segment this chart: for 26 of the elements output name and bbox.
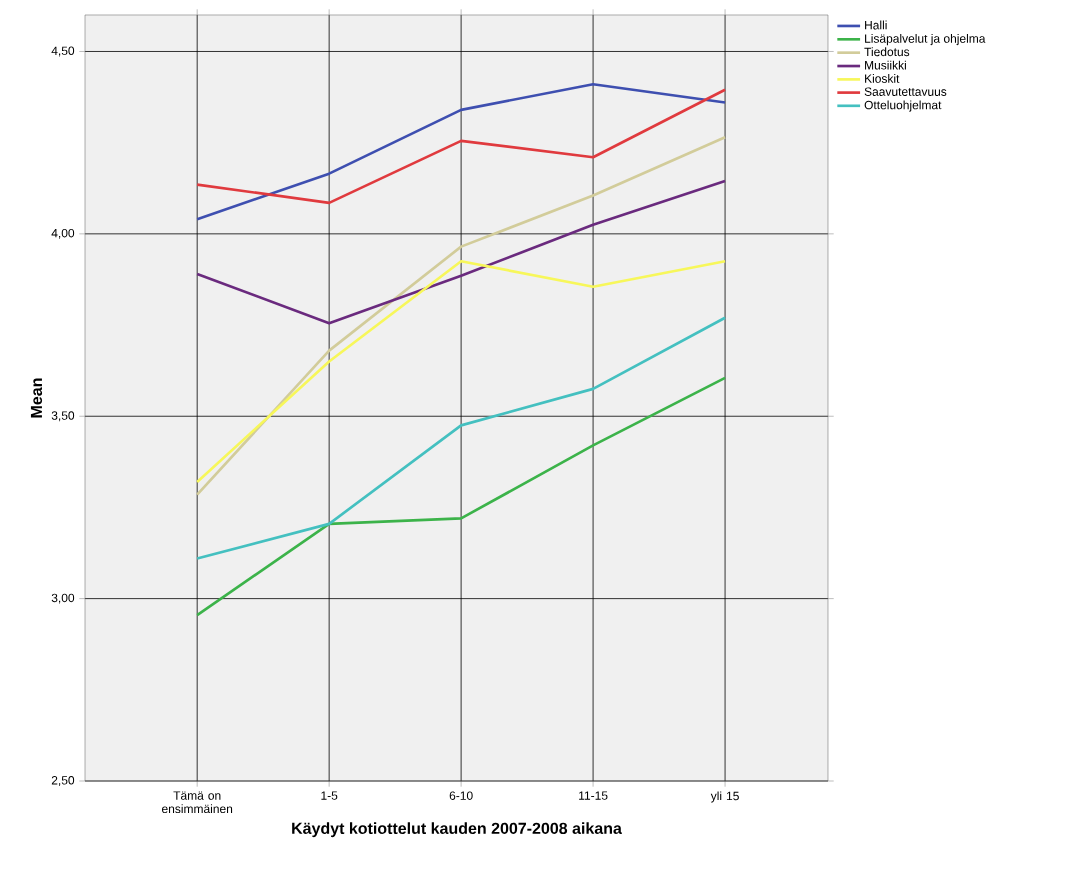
x-tick-label: yli 15 <box>710 791 739 803</box>
legend-label: Halli <box>865 20 887 30</box>
x-tick-label: 1-5 <box>321 791 338 800</box>
y-tick-label: 3,00 <box>51 593 75 604</box>
legend-label: Musiikki <box>865 60 906 70</box>
legend-label: Tiedotus <box>864 47 910 57</box>
y-tick-label: 2,50 <box>51 776 75 786</box>
legend-label: Saavutettavuus <box>864 87 947 96</box>
legend-label: Kioskit <box>865 74 900 83</box>
x-tick-label: 6-10 <box>449 791 473 800</box>
y-axis-title: Mean <box>30 378 43 418</box>
line-series <box>195 82 727 221</box>
legend-label: Lisäpalvelut ja ohjelma <box>865 33 986 46</box>
line-series <box>195 88 727 205</box>
line-series <box>195 316 727 560</box>
y-tick-label: 4,00 <box>51 228 75 239</box>
x-tick-label: Tämä on ensimmäinen <box>162 791 233 814</box>
line-series <box>195 179 727 325</box>
line-series <box>195 259 727 484</box>
x-tick-label: 11-15 <box>579 791 608 800</box>
legend-label: Otteluohjelmat <box>864 100 942 112</box>
y-tick-label: 3,50 <box>51 411 75 422</box>
line-series <box>195 135 727 496</box>
y-tick-label: 4,50 <box>51 46 75 57</box>
line-series <box>195 376 727 617</box>
x-axis-title: Käydyt kotiottelut kauden 2007-2008 aikana <box>292 822 622 838</box>
